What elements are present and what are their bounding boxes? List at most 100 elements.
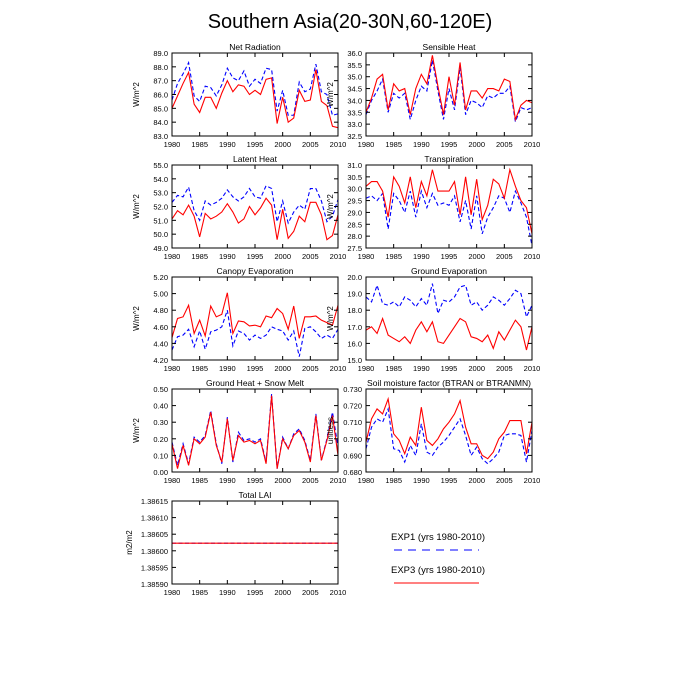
legend-label-1: EXP1 (yrs 1980-2010) (391, 532, 485, 543)
plot-frame (171, 500, 339, 585)
series-line-2 (171, 197, 339, 241)
x-tick-label: 2000 (274, 588, 291, 597)
y-tick-label: 15.0 (347, 356, 362, 365)
x-tick-label: 1995 (441, 476, 458, 485)
x-tick-label: 2000 (468, 252, 485, 261)
x-tick-label: 1995 (247, 364, 264, 373)
x-tick-label: 2010 (524, 364, 541, 373)
y-tick-label: 35.0 (347, 73, 362, 82)
y-tick-label: 19.0 (347, 290, 362, 299)
y-tick-label: 29.0 (347, 208, 362, 217)
y-tick-label: 0.690 (343, 451, 362, 460)
y-tick-label: 53.0 (153, 189, 168, 198)
series-line-2 (365, 167, 533, 234)
x-tick-label: 2010 (330, 140, 347, 149)
y-tick-label: 1.38615 (141, 497, 168, 506)
panel-title: Total LAI (238, 490, 271, 500)
y-tick-label: 0.720 (343, 402, 362, 411)
x-tick-label: 2000 (274, 476, 291, 485)
panel-1: Net Radiation 1980 1985 1990 1995 2000 2005 201… (132, 42, 346, 149)
x-tick-label: 2005 (496, 252, 513, 261)
y-tick-label: 0.40 (153, 402, 168, 411)
x-tick-label: 1985 (385, 252, 402, 261)
y-tick-label: 34.0 (347, 96, 362, 105)
y-tick-label: 28.5 (347, 220, 362, 229)
series-line-1 (365, 60, 533, 124)
y-tick-label: 1.38590 (141, 580, 168, 589)
panel-title: Sensible Heat (423, 42, 477, 52)
y-tick-label: 0.20 (153, 435, 168, 444)
page-title: Southern Asia(20-30N,60-120E) (208, 11, 493, 33)
x-tick-label: 2000 (274, 140, 291, 149)
panel-2: Sensible Heat 1980 1985 1990 1995 2000 2005 201… (326, 42, 540, 149)
plot-frame (171, 52, 339, 137)
y-axis-label: m2/m2 (125, 530, 134, 555)
panel-5: Canopy Evaporation 1980 1985 1990 1995 2000 20… (132, 266, 346, 373)
series-line-2 (365, 55, 533, 122)
panel-4: Transpiration 1980 1985 1990 1995 2000 2005 201… (326, 154, 540, 261)
x-tick-label: 1985 (191, 364, 208, 373)
y-tick-label: 29.5 (347, 197, 362, 206)
panel-title: Net Radiation (229, 42, 281, 52)
y-tick-label: 18.0 (347, 306, 362, 315)
legend: EXP1 (yrs 1980-2010) EXP3 (yrs 1980-2010) (391, 532, 485, 584)
x-tick-label: 1990 (219, 252, 236, 261)
y-tick-label: 16.0 (347, 339, 362, 348)
y-tick-label: 32.5 (347, 132, 362, 141)
x-tick-label: 2005 (496, 476, 513, 485)
x-tick-label: 2005 (302, 140, 319, 149)
x-tick-label: 2010 (524, 476, 541, 485)
x-tick-label: 2005 (302, 364, 319, 373)
x-tick-label: 2000 (468, 364, 485, 373)
chart-panels: Net Radiation 1980 1985 1990 1995 2000 2005 201… (125, 42, 540, 597)
panel-3: Latent Heat 1980 1985 1990 1995 2000 2005 2010 4… (132, 154, 346, 261)
x-tick-label: 2000 (468, 140, 485, 149)
y-tick-label: 35.5 (347, 61, 362, 70)
y-tick-label: 4.80 (153, 306, 168, 315)
y-tick-label: 50.0 (153, 230, 168, 239)
legend-label-2: EXP3 (yrs 1980-2010) (391, 565, 485, 576)
x-tick-label: 1985 (191, 140, 208, 149)
x-tick-label: 2005 (496, 364, 513, 373)
y-tick-label: 30.0 (347, 185, 362, 194)
y-tick-label: 0.700 (343, 435, 362, 444)
y-tick-label: 54.0 (153, 175, 168, 184)
y-tick-label: 0.710 (343, 418, 362, 427)
panel-7: Ground Heat + Snow Melt 1980 1985 1990 1995 2… (132, 378, 346, 485)
x-tick-label: 2000 (274, 252, 291, 261)
x-tick-label: 1985 (385, 140, 402, 149)
plot-frame (171, 388, 339, 473)
y-tick-label: 0.30 (153, 418, 168, 427)
y-tick-label: 1.38610 (141, 514, 168, 523)
x-tick-label: 2010 (330, 476, 347, 485)
x-tick-label: 1980 (164, 588, 181, 597)
y-axis-label: W/m^2 (132, 306, 141, 331)
y-tick-label: 88.0 (153, 63, 168, 72)
y-axis-label: W/m^2 (132, 418, 141, 443)
y-tick-label: 33.5 (347, 108, 362, 117)
y-tick-label: 0.50 (153, 385, 168, 394)
y-tick-label: 83.0 (153, 132, 168, 141)
x-tick-label: 1990 (413, 140, 430, 149)
x-tick-label: 1995 (441, 364, 458, 373)
x-tick-label: 1995 (247, 140, 264, 149)
x-tick-label: 1995 (441, 140, 458, 149)
panel-title: Ground Evaporation (411, 266, 487, 276)
y-tick-label: 30.5 (347, 173, 362, 182)
series-line-2 (365, 396, 533, 460)
y-axis-label: W/m^2 (326, 306, 335, 331)
x-tick-label: 1995 (247, 252, 264, 261)
y-tick-label: 0.00 (153, 468, 168, 477)
panel-title: Soil moisture factor (BTRAN or BTRANMN) (367, 378, 531, 388)
plot-frame (171, 164, 339, 249)
y-tick-label: 55.0 (153, 161, 168, 170)
plot-frame (365, 164, 533, 249)
y-tick-label: 52.0 (153, 203, 168, 212)
x-tick-label: 1990 (413, 364, 430, 373)
y-tick-label: 4.20 (153, 356, 168, 365)
panel-title: Latent Heat (233, 154, 278, 164)
plot-frame (171, 276, 339, 361)
x-tick-label: 2005 (302, 476, 319, 485)
x-tick-label: 2000 (274, 364, 291, 373)
y-tick-label: 89.0 (153, 49, 168, 58)
